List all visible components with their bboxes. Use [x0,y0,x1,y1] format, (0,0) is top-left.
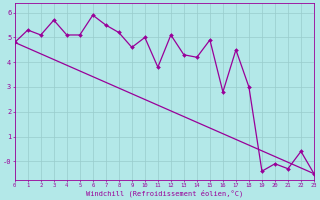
X-axis label: Windchill (Refroidissement éolien,°C): Windchill (Refroidissement éolien,°C) [86,190,243,197]
